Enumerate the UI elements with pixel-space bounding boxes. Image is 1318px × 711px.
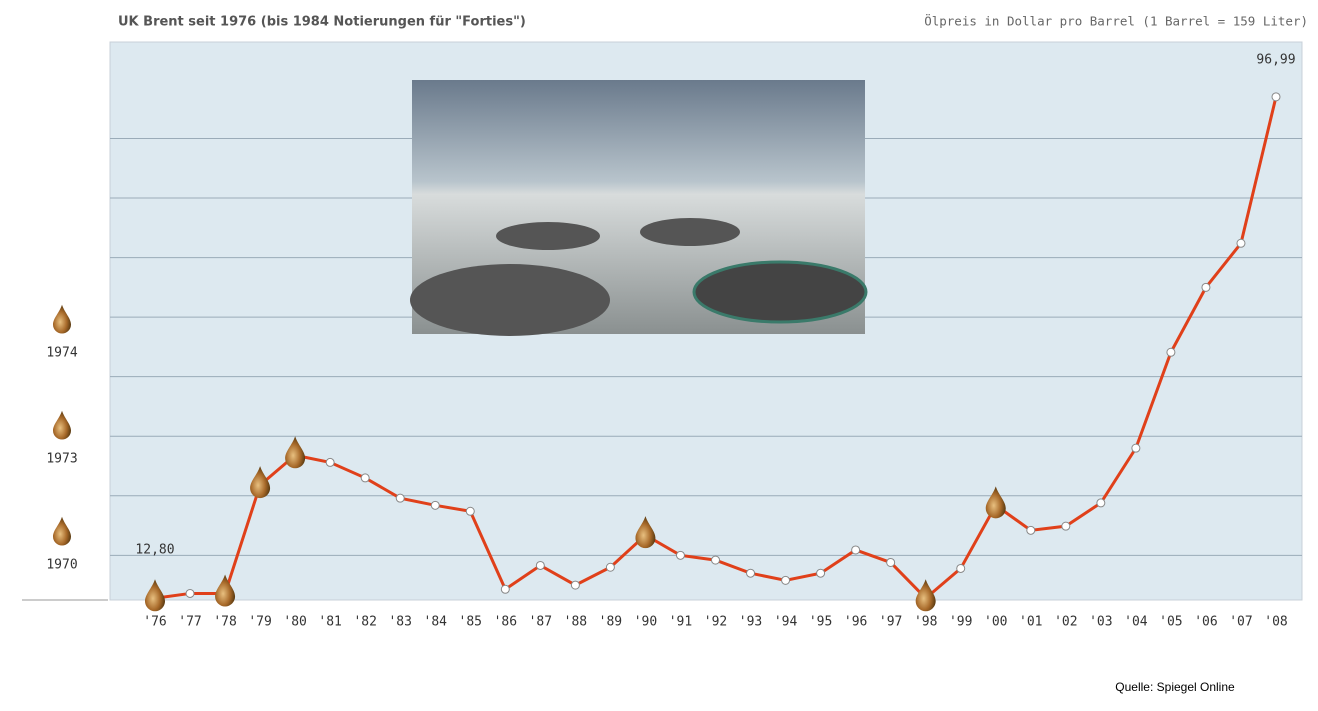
point (360, 473, 370, 483)
x-tick-label: '86 (494, 615, 517, 630)
x-tick-label: '85 (459, 615, 482, 630)
x-tick-label: '97 (879, 615, 902, 630)
point (746, 568, 756, 578)
x-tick-label: '79 (248, 615, 271, 630)
point (675, 550, 685, 560)
point (465, 506, 475, 516)
x-tick-label: '77 (178, 615, 201, 630)
x-tick-label: '84 (424, 615, 448, 630)
point (956, 563, 966, 573)
value-label: 12,80 (135, 543, 174, 558)
x-tick-label: '87 (529, 615, 552, 630)
x-tick-label: '96 (844, 615, 867, 630)
drop-marker (985, 486, 1006, 519)
drop-marker (250, 466, 271, 499)
x-tick-label: '04 (1124, 615, 1148, 630)
x-tick-label: '08 (1264, 615, 1287, 630)
point (1061, 521, 1071, 531)
x-tick-label: '92 (704, 615, 727, 630)
point (781, 575, 791, 585)
x-tick-label: '06 (1194, 615, 1217, 630)
drop-marker (215, 574, 236, 607)
x-tick-label: '80 (283, 615, 306, 630)
x-tick-label: '83 (388, 615, 411, 630)
x-tick-label: '88 (564, 615, 587, 630)
side-label: 1974 (46, 346, 77, 361)
point (711, 555, 720, 565)
x-tick-label: '02 (1054, 615, 1077, 630)
x-tick-label: '01 (1019, 615, 1042, 630)
point (1236, 238, 1246, 248)
chart-subtitle: Ölpreis in Dollar pro Barrel (1 Barrel =… (924, 13, 1308, 29)
side-label: 1973 (46, 452, 77, 467)
point (605, 562, 615, 572)
x-tick-label: '93 (739, 615, 762, 630)
x-tick-label: '82 (353, 615, 376, 630)
drop-marker (285, 436, 306, 469)
point (1096, 498, 1106, 508)
x-tick-label: '76 (143, 615, 166, 630)
point (395, 493, 405, 503)
x-tick-label: '00 (984, 615, 1007, 630)
source: Quelle: Spiegel Online (1115, 680, 1235, 694)
side-drop (53, 304, 71, 334)
side-drop (53, 516, 71, 546)
point (1131, 443, 1141, 453)
point (570, 580, 580, 590)
chart-title: UK Brent seit 1976 (bis 1984 Notierungen… (118, 15, 526, 30)
x-tick-label: '89 (599, 615, 622, 630)
point (430, 500, 440, 510)
drop-marker (635, 516, 656, 549)
point (535, 560, 545, 570)
point (185, 588, 195, 598)
x-tick-label: '95 (809, 615, 832, 630)
x-tick-label: '94 (774, 615, 798, 630)
point (816, 568, 826, 578)
x-tick-label: '03 (1089, 615, 1112, 630)
x-tick-label: '78 (213, 615, 236, 630)
value-label: 96,99 (1256, 52, 1295, 67)
point (886, 557, 896, 567)
drop-marker (915, 579, 936, 612)
photo (410, 80, 868, 336)
side-drop (53, 410, 71, 440)
x-tick-label: '81 (318, 615, 341, 630)
x-tick-label: '99 (949, 615, 972, 630)
side-label: 1970 (46, 558, 77, 573)
point (1166, 347, 1176, 357)
point (1271, 92, 1281, 102)
point (851, 545, 861, 555)
x-tick-label: '07 (1229, 615, 1252, 630)
point (325, 457, 335, 467)
x-tick-label: '98 (914, 615, 937, 630)
point (1201, 282, 1211, 292)
drop-marker (145, 579, 165, 612)
point (1026, 525, 1036, 535)
x-tick-label: '90 (634, 615, 657, 630)
x-tick-label: '91 (669, 615, 692, 630)
point (500, 584, 510, 594)
x-tick-label: '05 (1159, 615, 1182, 630)
